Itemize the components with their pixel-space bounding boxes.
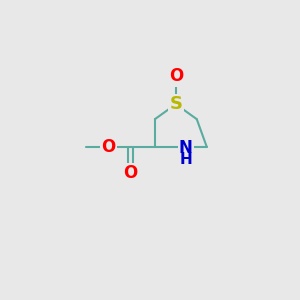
Text: O: O bbox=[101, 138, 116, 156]
Text: O: O bbox=[123, 164, 138, 182]
Text: H: H bbox=[179, 152, 192, 167]
Text: S: S bbox=[169, 95, 182, 113]
Text: O: O bbox=[169, 68, 183, 85]
Text: N: N bbox=[179, 139, 193, 157]
